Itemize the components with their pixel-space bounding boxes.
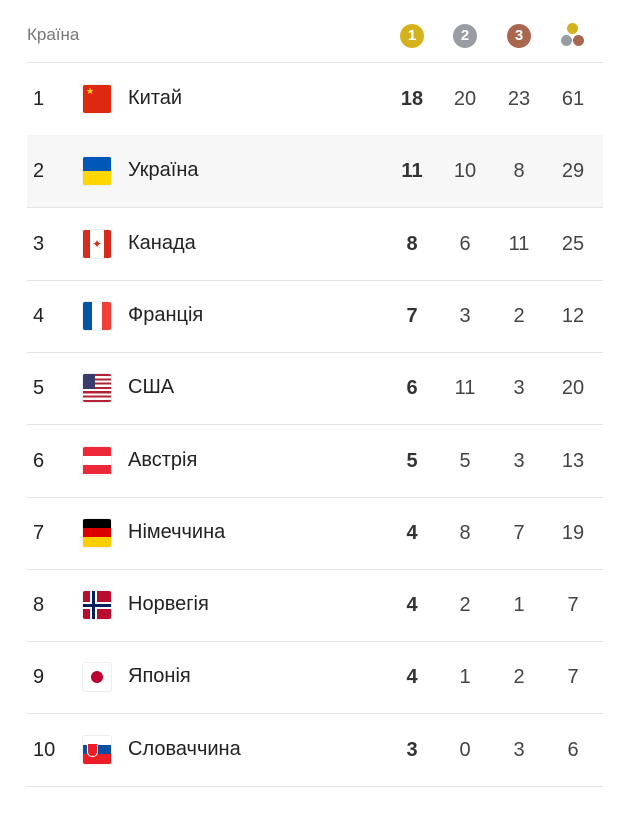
silver-count: 3: [459, 304, 471, 327]
canada-flag-icon: ✦: [83, 229, 111, 258]
country-name[interactable]: Франція: [128, 303, 204, 326]
total-count: 7: [567, 594, 579, 617]
table-row[interactable]: 10 Словаччина 3 0 3 6: [27, 714, 603, 787]
bronze-count: 7: [513, 521, 525, 544]
total-count: 29: [561, 160, 585, 183]
table-row[interactable]: 4 Франція 7 3 2 12: [27, 280, 603, 353]
bronze-count: 3: [513, 449, 525, 472]
norway-flag-icon: [83, 591, 111, 620]
rank: 7: [33, 521, 45, 544]
rank: 2: [33, 160, 45, 183]
silver-count: 20: [453, 88, 477, 110]
bronze-count: 3: [513, 377, 525, 400]
silver-count: 8: [459, 521, 471, 544]
country-name[interactable]: Німеччина: [128, 520, 226, 543]
total-count: 6: [567, 738, 579, 761]
rank: 3: [33, 232, 45, 255]
total-count: 13: [561, 449, 585, 472]
country-name[interactable]: Україна: [128, 159, 199, 182]
silver-count: 5: [459, 449, 471, 472]
silver-count: 2: [459, 594, 471, 617]
table-row[interactable]: 8 Норвегія 4 2 1 7: [27, 569, 603, 643]
silver-medal-icon: 2: [453, 24, 477, 48]
bronze-count: 3: [513, 738, 525, 761]
rank: 9: [33, 666, 45, 689]
gold-count: 8: [406, 232, 418, 255]
total-count: 19: [561, 521, 585, 544]
bronze-medal-icon: 3: [507, 24, 531, 48]
gold-medal-icon: 1: [400, 24, 424, 48]
gold-count: 7: [406, 304, 418, 327]
silver-count: 1: [459, 666, 471, 689]
country-name[interactable]: Норвегія: [128, 593, 209, 616]
total-count: 12: [561, 304, 585, 327]
gold-count: 3: [406, 738, 418, 761]
table-row[interactable]: 5 США 6 11 3 20: [27, 352, 603, 426]
bronze-count: 8: [513, 160, 525, 183]
country-name[interactable]: Японія: [128, 665, 191, 688]
total-count: 61: [561, 88, 585, 110]
rank: 10: [33, 738, 56, 761]
gold-count: 11: [401, 160, 423, 183]
china-flag-icon: ★: [83, 85, 111, 113]
rank: 1: [33, 88, 45, 110]
table-row[interactable]: 3 ✦ Канада 8 6 11 25: [27, 208, 603, 281]
bronze-count: 2: [513, 666, 525, 689]
table-row[interactable]: 2 Україна 11 10 8 29: [27, 135, 603, 209]
silver-count: 10: [453, 160, 477, 183]
country-column-header: Країна: [27, 25, 80, 44]
country-name[interactable]: США: [128, 376, 175, 399]
gold-count: 6: [406, 377, 418, 400]
rank: 5: [33, 377, 45, 400]
gold-count: 18: [400, 88, 424, 110]
japan-flag-icon: [83, 663, 111, 692]
country-name[interactable]: Канада: [128, 231, 196, 254]
gold-count: 4: [406, 521, 418, 544]
silver-count: 0: [459, 738, 471, 761]
bronze-count: 1: [513, 594, 525, 617]
silver-count: 11: [454, 377, 476, 400]
bronze-count: 2: [513, 304, 525, 327]
usa-flag-icon: [83, 374, 111, 403]
table-row[interactable]: 1 ★ Китай 18 20 23 61: [27, 63, 603, 136]
france-flag-icon: [83, 301, 111, 330]
silver-count: 6: [459, 232, 471, 255]
bronze-count: 23: [507, 88, 531, 110]
table-row[interactable]: 7 Німеччина 4 8 7 19: [27, 497, 603, 570]
austria-flag-icon: [83, 446, 111, 475]
table-row[interactable]: 9 Японія 4 1 2 7: [27, 641, 603, 715]
ukraine-flag-icon: [83, 157, 111, 186]
gold-count: 4: [406, 594, 418, 617]
total-count: 7: [567, 666, 579, 689]
total-count: 20: [561, 377, 585, 400]
table-header: Країна 1 2 3: [27, 0, 603, 63]
rank: 4: [33, 304, 45, 327]
country-name[interactable]: Китай: [128, 87, 183, 109]
table-row[interactable]: 6 Австрія 5 5 3 13: [27, 425, 603, 498]
country-name[interactable]: Словаччина: [128, 737, 241, 760]
total-count: 25: [561, 232, 585, 255]
gold-count: 5: [406, 449, 418, 472]
slovakia-flag-icon: [83, 735, 111, 764]
germany-flag-icon: [83, 518, 111, 547]
total-medals-icon: [559, 21, 587, 49]
country-name[interactable]: Австрія: [128, 448, 198, 471]
rank: 6: [33, 449, 45, 472]
gold-count: 4: [406, 666, 418, 689]
rank: 8: [33, 594, 45, 617]
bronze-count: 11: [508, 232, 530, 255]
